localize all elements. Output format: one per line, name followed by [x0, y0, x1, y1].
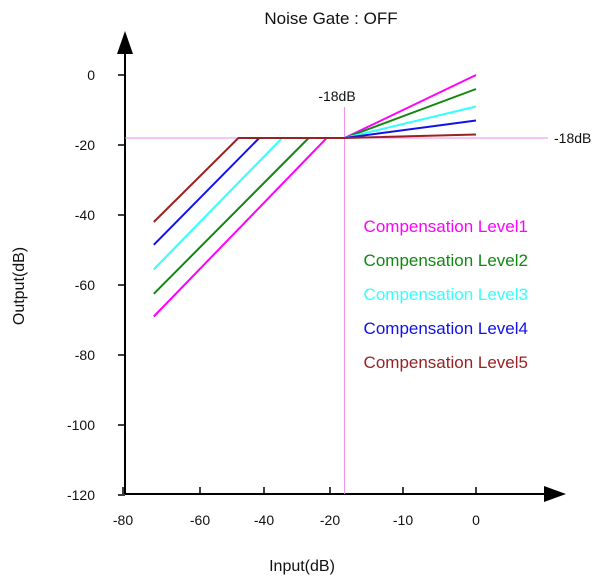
y-tick-label: -80	[75, 347, 95, 363]
y-tick-label: -100	[67, 417, 95, 433]
series-lines	[153, 74, 477, 318]
axes	[117, 31, 566, 502]
y-tick-label: -20	[75, 137, 95, 153]
legend-entry-level3: Compensation Level3	[364, 285, 528, 304]
x-tick-label: -40	[254, 512, 274, 528]
legend-entry-level1: Compensation Level1	[364, 217, 528, 236]
x-axis-arrow	[544, 486, 566, 502]
x-axis-label: Input(dB)	[269, 558, 335, 575]
x-tick-label: -20	[320, 512, 340, 528]
x-axis-ticks: -80 -60 -40 -20 -10 0	[113, 487, 480, 528]
series-line-level5	[153, 133, 477, 223]
y-tick-label: -60	[75, 277, 95, 293]
threshold-y-label: -18dB	[554, 130, 591, 146]
chart-title: Noise Gate : OFF	[264, 9, 397, 28]
legend-entry-level4: Compensation Level4	[364, 319, 528, 338]
x-tick-label: -10	[393, 512, 413, 528]
y-tick-label: -120	[67, 487, 95, 503]
x-tick-label: 0	[472, 512, 480, 528]
x-tick-label: -80	[113, 512, 133, 528]
x-tick-label: -60	[190, 512, 210, 528]
legend-entry-level2: Compensation Level2	[364, 251, 528, 270]
y-axis-arrow	[117, 31, 133, 54]
legend: Compensation Level1 Compensation Level2 Co…	[364, 217, 528, 372]
y-tick-label: -40	[75, 207, 95, 223]
y-axis-label: Output(dB)	[11, 247, 28, 325]
legend-entry-level5: Compensation Level5	[364, 353, 528, 372]
y-axis-ticks: 0 -20 -40 -60 -80 -100 -120	[67, 67, 125, 503]
y-tick-label: 0	[87, 67, 95, 83]
threshold-x-label: -18dB	[318, 88, 355, 104]
